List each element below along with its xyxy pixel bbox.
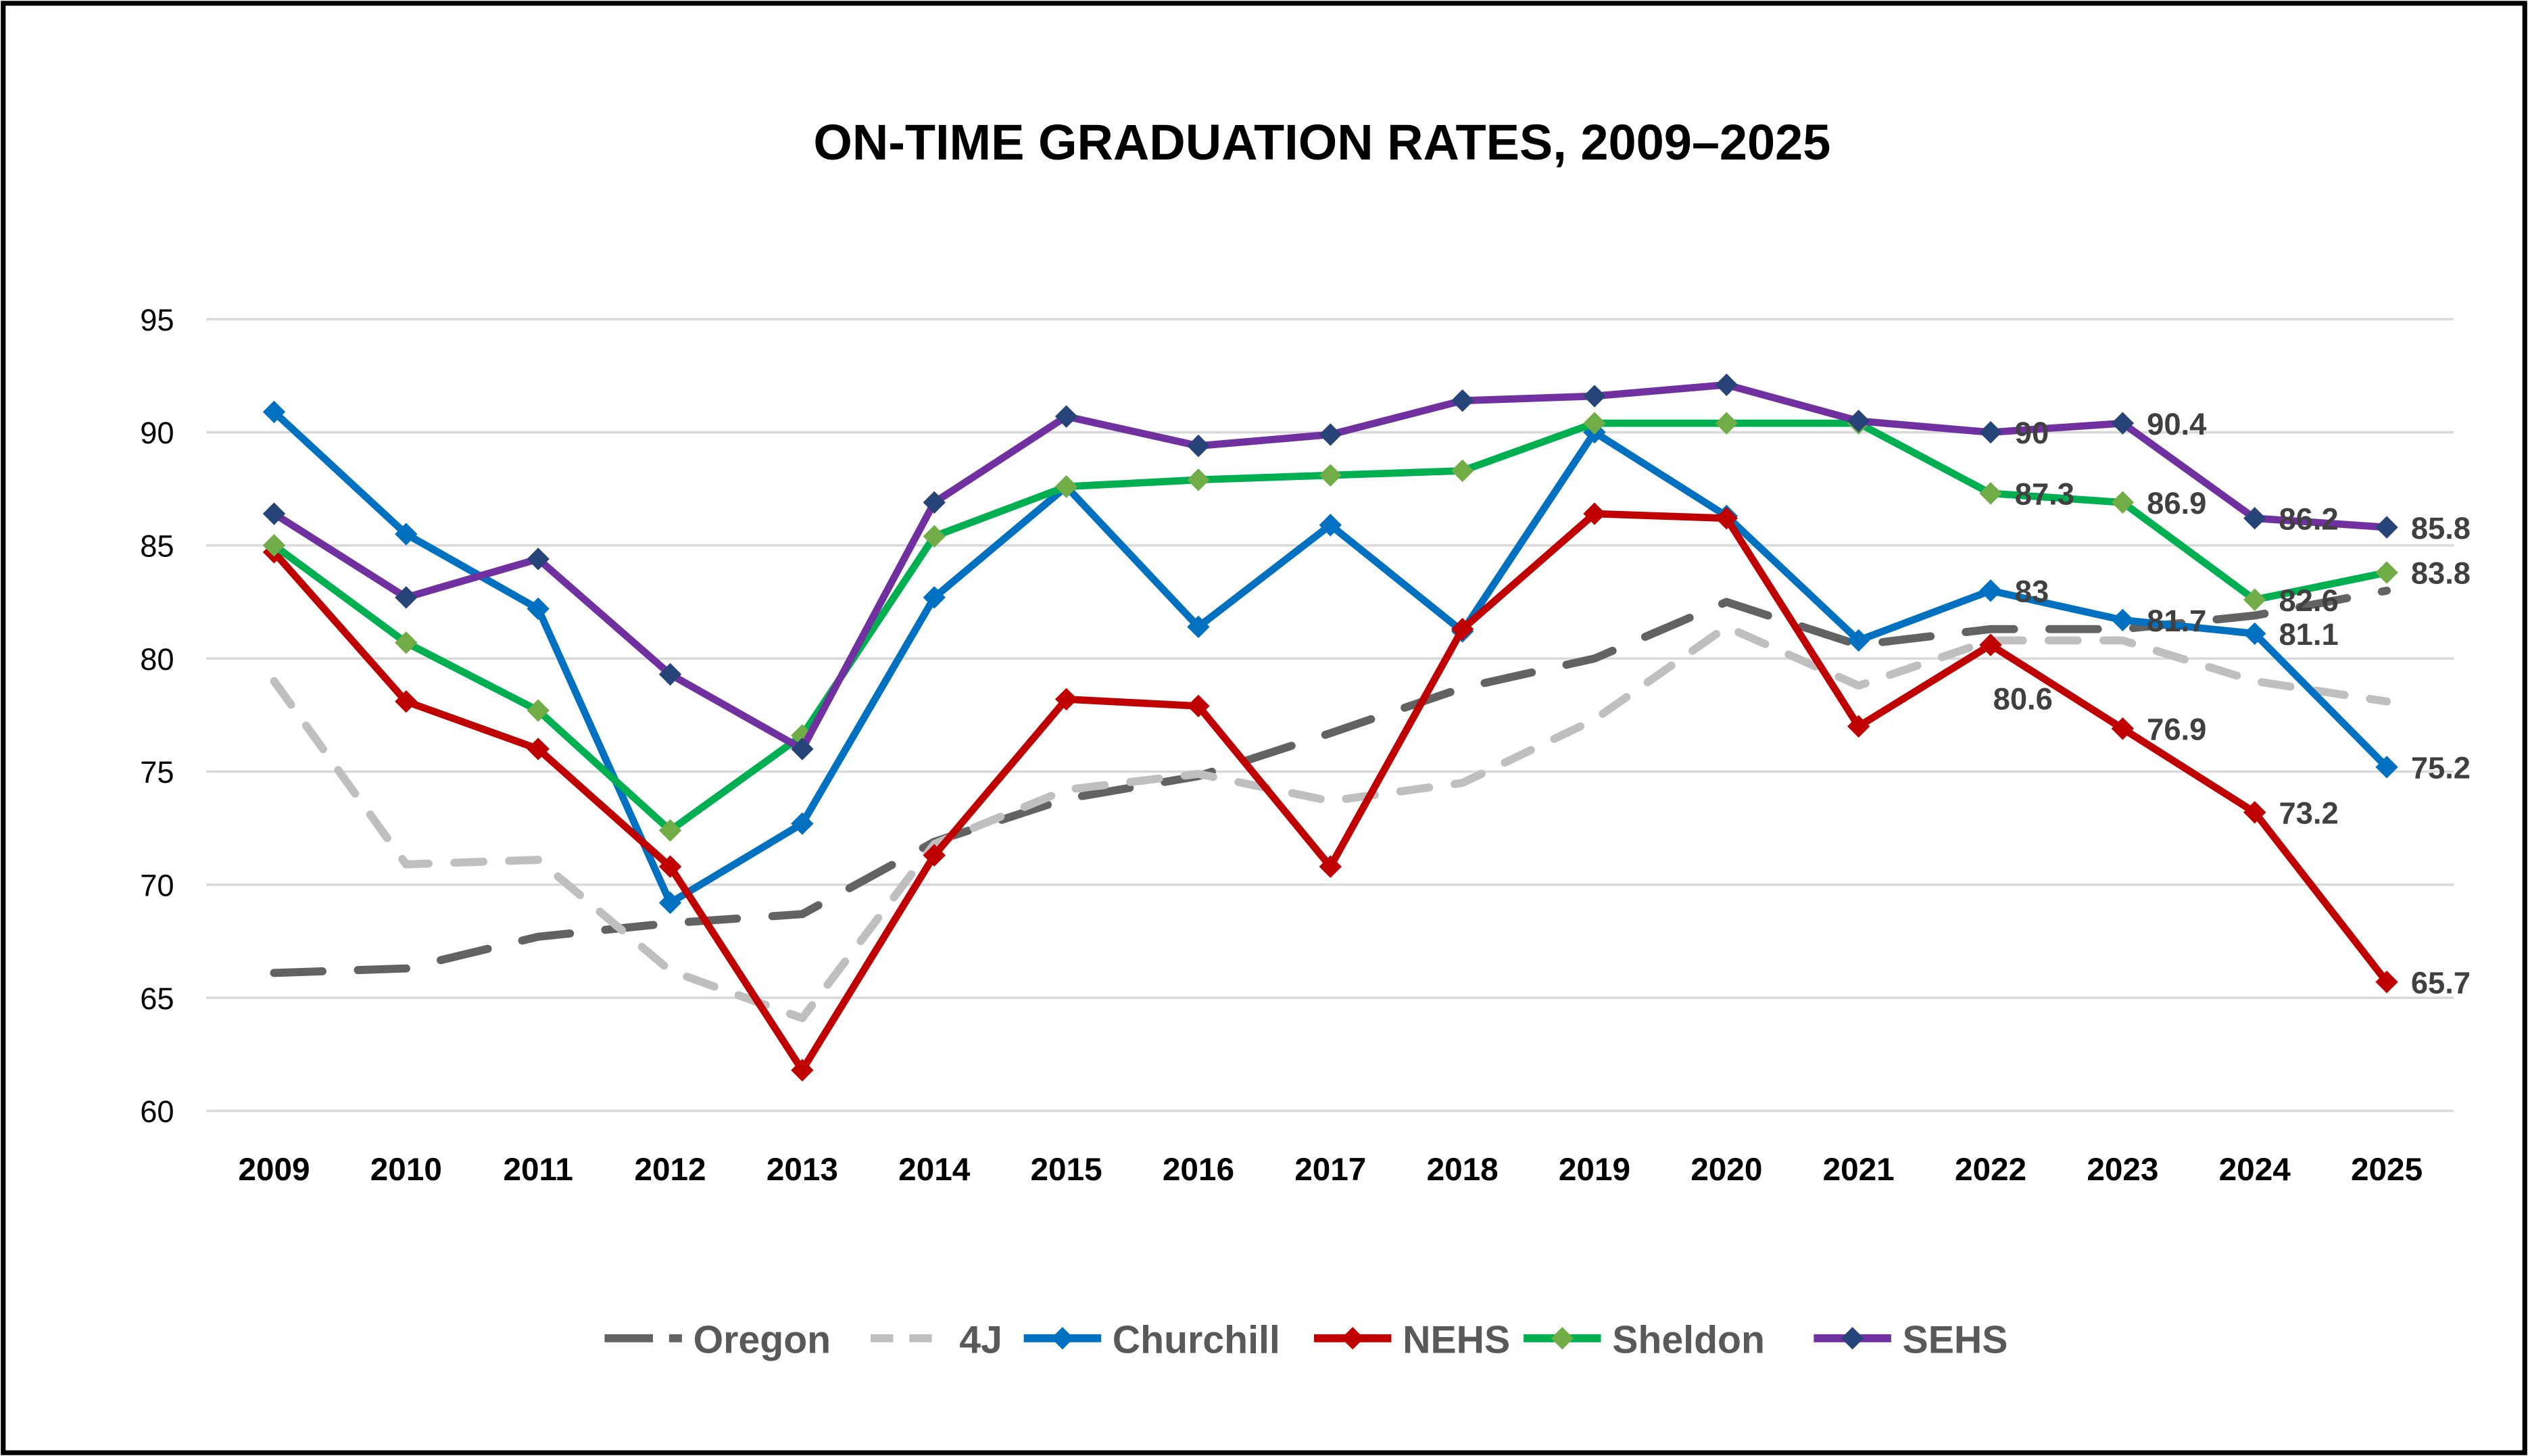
legend-label: 4J: [959, 1318, 1002, 1361]
data-point-nehs: [1054, 687, 1078, 711]
x-tick-label: 2020: [1691, 1152, 1762, 1188]
data-point-sheldon: [262, 534, 286, 557]
data-point-churchill: [658, 891, 682, 915]
legend-label: SEHS: [1903, 1318, 2008, 1361]
x-tick-label: 2025: [2351, 1152, 2423, 1188]
x-tick-label: 2024: [2219, 1152, 2291, 1188]
data-point-sehs: [2243, 507, 2266, 530]
data-point-sehs: [923, 491, 946, 514]
data-point-nehs: [1319, 855, 1342, 878]
data-point-sehs: [1979, 420, 2002, 444]
y-tick-label: 95: [140, 303, 174, 337]
data-point-churchill: [395, 523, 418, 545]
data-point-sehs: [1187, 434, 1210, 458]
data-point-churchill: [2243, 622, 2266, 646]
x-tick-label: 2018: [1427, 1152, 1499, 1188]
data-point-sheldon: [658, 819, 682, 842]
data-point-churchill: [1319, 514, 1342, 537]
y-tick-label: 75: [140, 755, 174, 790]
data-point-nehs: [2243, 801, 2266, 824]
y-tick-label: 60: [140, 1094, 174, 1129]
data-point-nehs: [1583, 502, 1606, 525]
data-label: 87.3: [2015, 477, 2074, 512]
x-tick-label: 2017: [1294, 1152, 1366, 1188]
data-label: 86.9: [2147, 486, 2206, 520]
data-label: 90: [2015, 416, 2049, 450]
data-label: 83: [2015, 575, 2049, 609]
x-tick-label: 2009: [238, 1152, 310, 1188]
data-label: 81.1: [2279, 617, 2338, 652]
data-label: 85.8: [2411, 511, 2471, 545]
x-tick-label: 2019: [1559, 1152, 1630, 1188]
legend-marker: [1051, 1327, 1074, 1350]
legend-label: Sheldon: [1612, 1318, 1765, 1361]
data-point-sheldon: [2243, 588, 2266, 611]
data-point-sheldon: [1319, 464, 1342, 487]
data-point-sheldon: [923, 525, 946, 548]
data-point-nehs: [658, 855, 682, 878]
data-point-sheldon: [395, 631, 418, 654]
data-point-churchill: [1187, 615, 1210, 639]
y-tick-label: 90: [140, 416, 174, 450]
x-tick-label: 2014: [898, 1152, 971, 1188]
data-point-sheldon: [1054, 475, 1078, 498]
data-point-sehs: [395, 586, 418, 609]
data-label: 86.2: [2279, 502, 2338, 536]
data-point-sehs: [1054, 405, 1078, 428]
data-point-nehs: [1715, 507, 1739, 530]
data-point-nehs: [923, 844, 946, 867]
x-tick-label: 2016: [1163, 1152, 1234, 1188]
data-point-sehs: [658, 662, 682, 686]
y-tick-label: 70: [140, 869, 174, 903]
data-point-sehs: [262, 502, 286, 525]
x-tick-label: 2010: [370, 1152, 442, 1188]
data-point-churchill: [923, 586, 946, 609]
x-tick-label: 2022: [1955, 1152, 2026, 1188]
data-point-nehs: [395, 690, 418, 713]
y-tick-label: 65: [140, 981, 174, 1016]
x-tick-label: 2012: [634, 1152, 706, 1188]
legend-label: Oregon: [694, 1318, 831, 1361]
x-tick-label: 2021: [1823, 1152, 1895, 1188]
data-point-nehs: [1979, 633, 2002, 656]
data-point-sehs: [1583, 385, 1606, 408]
data-label: 81.7: [2147, 604, 2206, 638]
data-label: 80.6: [1993, 682, 2053, 717]
data-label: 90.4: [2147, 407, 2206, 441]
legend-marker: [1841, 1327, 1864, 1350]
x-tick-label: 2011: [503, 1152, 573, 1188]
data-label: 76.9: [2147, 712, 2206, 747]
data-point-churchill: [527, 597, 550, 621]
y-tick-label: 85: [140, 529, 174, 564]
x-tick-label: 2023: [2087, 1152, 2158, 1188]
data-point-sheldon: [1715, 412, 1739, 435]
data-point-sehs: [1847, 410, 1870, 433]
data-label: 83.8: [2411, 556, 2471, 591]
data-label: 75.2: [2411, 751, 2471, 785]
x-tick-label: 2013: [767, 1152, 838, 1188]
legend-marker: [1341, 1327, 1364, 1350]
data-point-sheldon: [1583, 412, 1606, 435]
data-point-sehs: [527, 548, 550, 571]
series-line-oregon: [270, 586, 2391, 977]
chart-title: ON-TIME GRADUATION RATES, 2009–2025: [813, 114, 1830, 170]
data-point-churchill: [262, 400, 286, 424]
legend-label: Churchill: [1113, 1318, 1280, 1361]
data-label: 73.2: [2279, 796, 2338, 830]
data-label: 65.7: [2411, 965, 2471, 1000]
y-tick-label: 80: [140, 642, 174, 677]
data-label: 82.6: [2279, 583, 2338, 618]
legend-label: NEHS: [1403, 1318, 1510, 1361]
data-point-sehs: [1319, 423, 1342, 446]
x-tick-label: 2015: [1031, 1152, 1102, 1188]
